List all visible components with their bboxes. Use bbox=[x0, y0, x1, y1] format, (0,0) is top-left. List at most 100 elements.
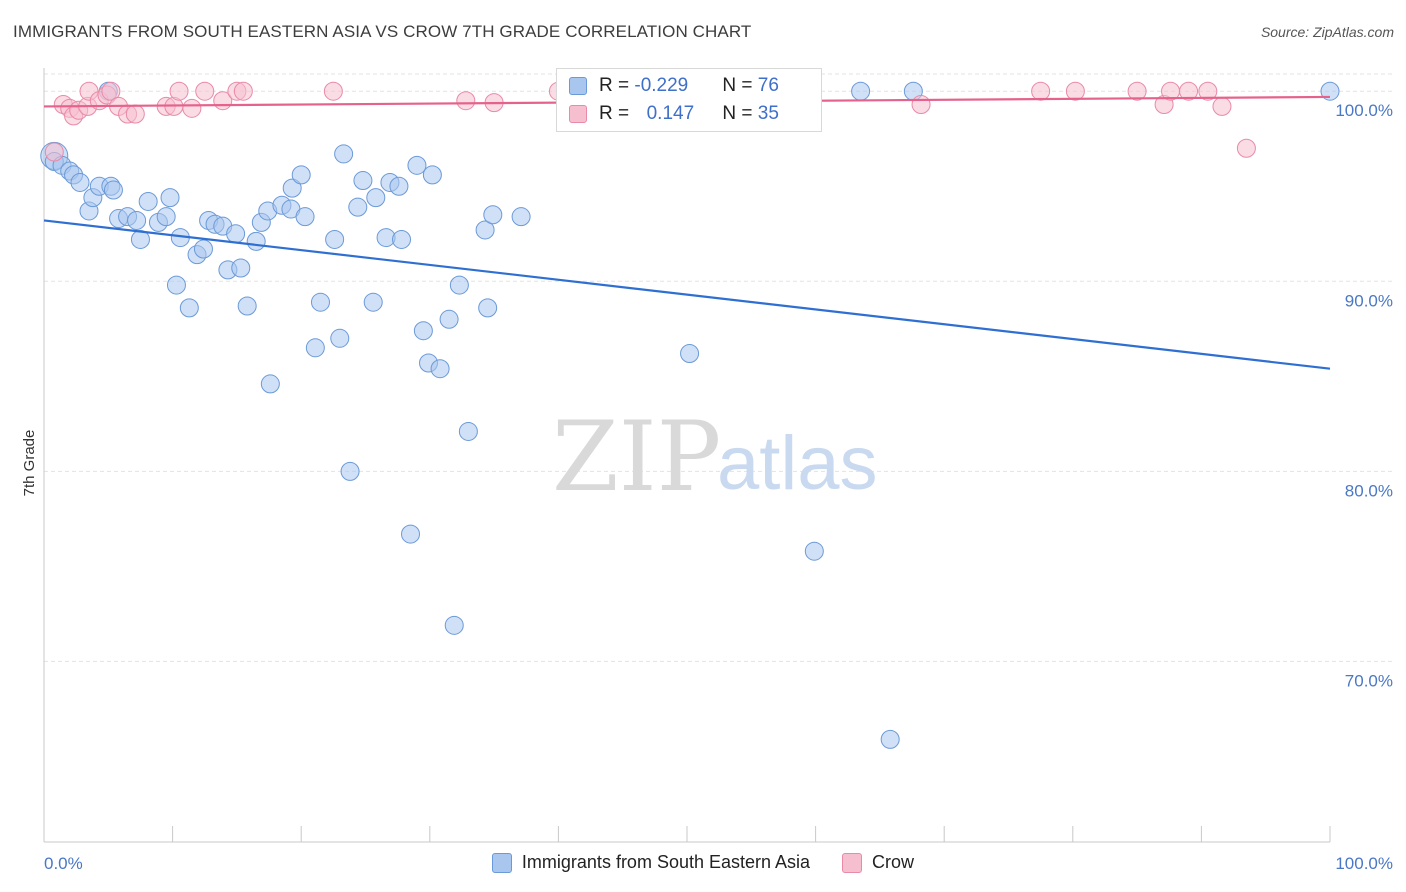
watermark: ZIP atlas bbox=[552, 401, 878, 513]
data-point bbox=[340, 461, 360, 481]
legend-n-label: N = bbox=[722, 103, 758, 124]
data-point bbox=[1212, 96, 1232, 116]
data-point bbox=[193, 239, 213, 259]
data-point bbox=[70, 172, 90, 192]
y-tick-label: 90.0% bbox=[1345, 291, 1393, 310]
watermark-zip: ZIP bbox=[552, 401, 721, 513]
data-point bbox=[1179, 81, 1199, 101]
data-point bbox=[363, 292, 383, 312]
data-point bbox=[439, 309, 459, 329]
axes bbox=[43, 68, 1331, 843]
y-axis-label: 7th Grade bbox=[21, 430, 38, 497]
data-point bbox=[138, 191, 158, 211]
source-label: Source: ZipAtlas.com bbox=[1260, 24, 1394, 40]
legend-label-crow: Crow bbox=[872, 852, 915, 872]
y-tick-label: 80.0% bbox=[1345, 481, 1393, 500]
data-point bbox=[325, 229, 345, 249]
legend-swatch-immigrants bbox=[491, 852, 512, 873]
data-point bbox=[1320, 81, 1340, 101]
data-point bbox=[182, 98, 202, 118]
data-point bbox=[430, 359, 450, 379]
data-point bbox=[1236, 138, 1256, 158]
data-point bbox=[880, 729, 900, 749]
legend-row-crow: R = 0.147 N = 35 bbox=[569, 101, 779, 127]
data-point bbox=[475, 220, 495, 240]
data-point bbox=[348, 197, 368, 217]
legend-n-value: 35 bbox=[757, 103, 779, 124]
legend-r-label: R = bbox=[599, 75, 635, 96]
data-point bbox=[125, 104, 145, 124]
data-point bbox=[911, 95, 931, 115]
data-point bbox=[127, 210, 147, 230]
data-point bbox=[804, 541, 824, 561]
data-point bbox=[444, 615, 464, 635]
data-point bbox=[1031, 81, 1051, 101]
data-point bbox=[483, 205, 503, 225]
data-point bbox=[366, 188, 386, 208]
data-point bbox=[291, 165, 311, 185]
legend-row-immigrants: R = -0.229 N = 76 bbox=[569, 73, 779, 99]
data-point bbox=[323, 81, 343, 101]
data-point bbox=[130, 229, 150, 249]
y-tick-label: 70.0% bbox=[1345, 671, 1393, 690]
data-point bbox=[195, 81, 215, 101]
data-point bbox=[330, 328, 350, 348]
data-point bbox=[478, 298, 498, 318]
data-point bbox=[246, 231, 266, 251]
legend-swatch-crow bbox=[842, 852, 863, 873]
data-point bbox=[458, 421, 478, 441]
data-point bbox=[851, 81, 871, 101]
data-point bbox=[389, 176, 409, 196]
chart-title: IMMIGRANTS FROM SOUTH EASTERN ASIA VS CR… bbox=[13, 22, 752, 41]
data-point bbox=[353, 171, 373, 191]
data-point bbox=[407, 155, 427, 175]
legend-label-immigrants: Immigrants from South Eastern Asia bbox=[521, 852, 811, 872]
data-point bbox=[1065, 81, 1085, 101]
y-tick-label: 100.0% bbox=[1335, 101, 1393, 120]
data-point bbox=[101, 81, 121, 101]
x-tick-label: 0.0% bbox=[44, 854, 83, 873]
data-point bbox=[44, 142, 64, 162]
gridlines bbox=[44, 73, 1392, 662]
data-point bbox=[413, 321, 433, 341]
data-point bbox=[233, 81, 253, 101]
data-point bbox=[1198, 81, 1218, 101]
data-point bbox=[226, 224, 246, 244]
data-point bbox=[449, 275, 469, 295]
data-point bbox=[103, 180, 123, 200]
x-tick-label: 100.0% bbox=[1335, 854, 1393, 873]
data-point bbox=[456, 91, 476, 111]
data-point bbox=[260, 374, 280, 394]
data-point bbox=[305, 338, 325, 358]
data-point bbox=[295, 207, 315, 227]
data-point bbox=[1127, 81, 1147, 101]
legend-item-immigrants[interactable]: Immigrants from South Eastern Asia bbox=[491, 852, 811, 873]
data-point bbox=[160, 188, 180, 208]
series-legend: Immigrants from South Eastern Asia Crow bbox=[0, 852, 1406, 873]
legend-n-value: 76 bbox=[757, 75, 779, 96]
tick-labels: 70.0% 80.0% 90.0% 100.0% 0.0% 100.0% bbox=[44, 101, 1393, 873]
data-point bbox=[310, 292, 330, 312]
data-point bbox=[282, 178, 302, 198]
data-point bbox=[401, 524, 421, 544]
trend-line bbox=[43, 219, 1331, 370]
data-point bbox=[680, 344, 700, 364]
legend-swatch-blue bbox=[569, 77, 587, 95]
legend-r-value: -0.229 bbox=[634, 75, 689, 96]
data-point bbox=[231, 258, 251, 278]
legend-item-crow[interactable]: Crow bbox=[842, 852, 914, 873]
legend-r-value: 0.147 bbox=[646, 103, 695, 124]
data-point bbox=[156, 207, 176, 227]
data-point bbox=[392, 229, 412, 249]
data-point bbox=[179, 298, 199, 318]
data-point bbox=[511, 207, 531, 227]
legend-r-label: R = bbox=[599, 103, 635, 124]
legend-n-label: N = bbox=[722, 75, 758, 96]
data-point bbox=[422, 165, 442, 185]
data-point bbox=[237, 296, 257, 316]
watermark-atlas: atlas bbox=[717, 421, 878, 506]
data-point bbox=[169, 81, 189, 101]
correlation-legend: R = -0.229 N = 76 R = 0.147 N = 35 bbox=[556, 68, 822, 132]
data-point bbox=[166, 275, 186, 295]
